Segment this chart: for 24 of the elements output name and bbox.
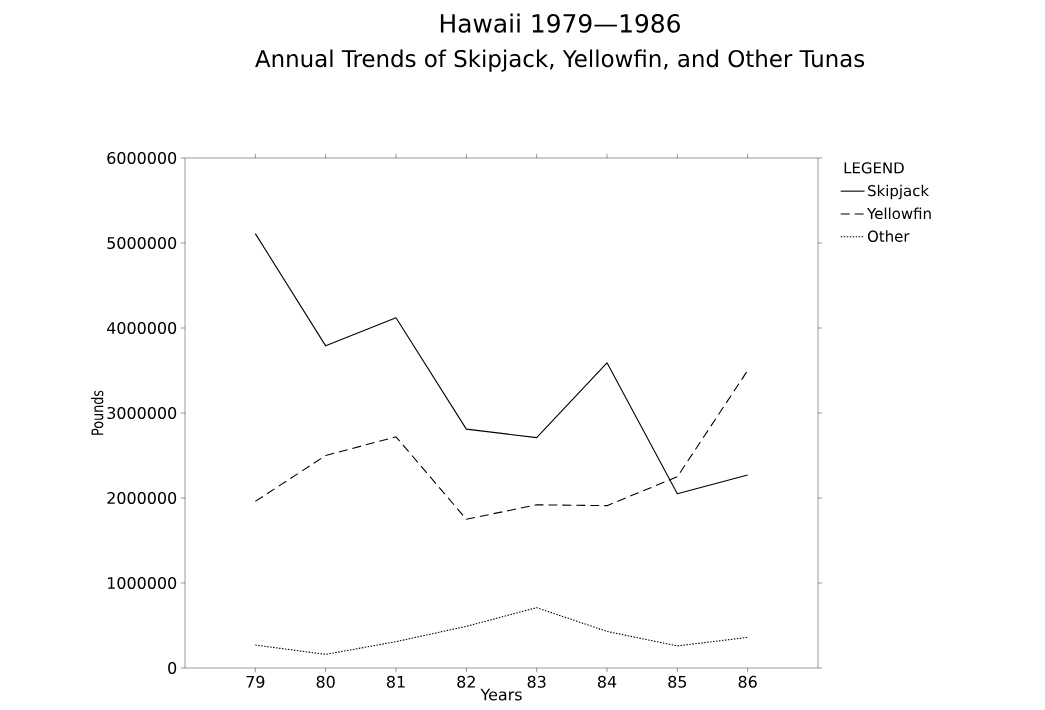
x-tick-label: 86 [738,675,757,688]
x-tick-label: 81 [386,675,405,688]
x-tick-label: 85 [668,675,687,688]
x-tick-label: 79 [246,675,265,688]
y-tick-label: 5000000 [107,236,177,250]
y-tick-label: 4000000 [107,321,177,335]
y-tick-label: 2000000 [107,491,177,505]
y-tick-label: 3000000 [107,406,177,420]
legend-label: Other [867,230,910,242]
y-tick-label: 0 [168,661,177,675]
legend-title: LEGEND [844,162,904,174]
line-series [254,607,749,655]
legend-label: Yellowfin [867,207,931,220]
legend-label: Skipjack [868,184,930,200]
x-tick-label: 84 [597,675,617,688]
x-tick-label: 83 [527,675,546,688]
y-tick-label: 1000000 [107,576,177,590]
y-tick-label: 6000000 [107,151,177,165]
chart-title: Hawaii 1979—1986 [440,13,680,33]
x-tick-label: 82 [457,675,475,688]
x-axis-title: Years [480,688,522,701]
y-axis-title: Pounds [91,390,104,435]
chart-subtitle: Annual Trends of Skipjack, Yellowfin, and Other Tunas [255,49,865,72]
x-tick-label: 80 [316,675,335,688]
